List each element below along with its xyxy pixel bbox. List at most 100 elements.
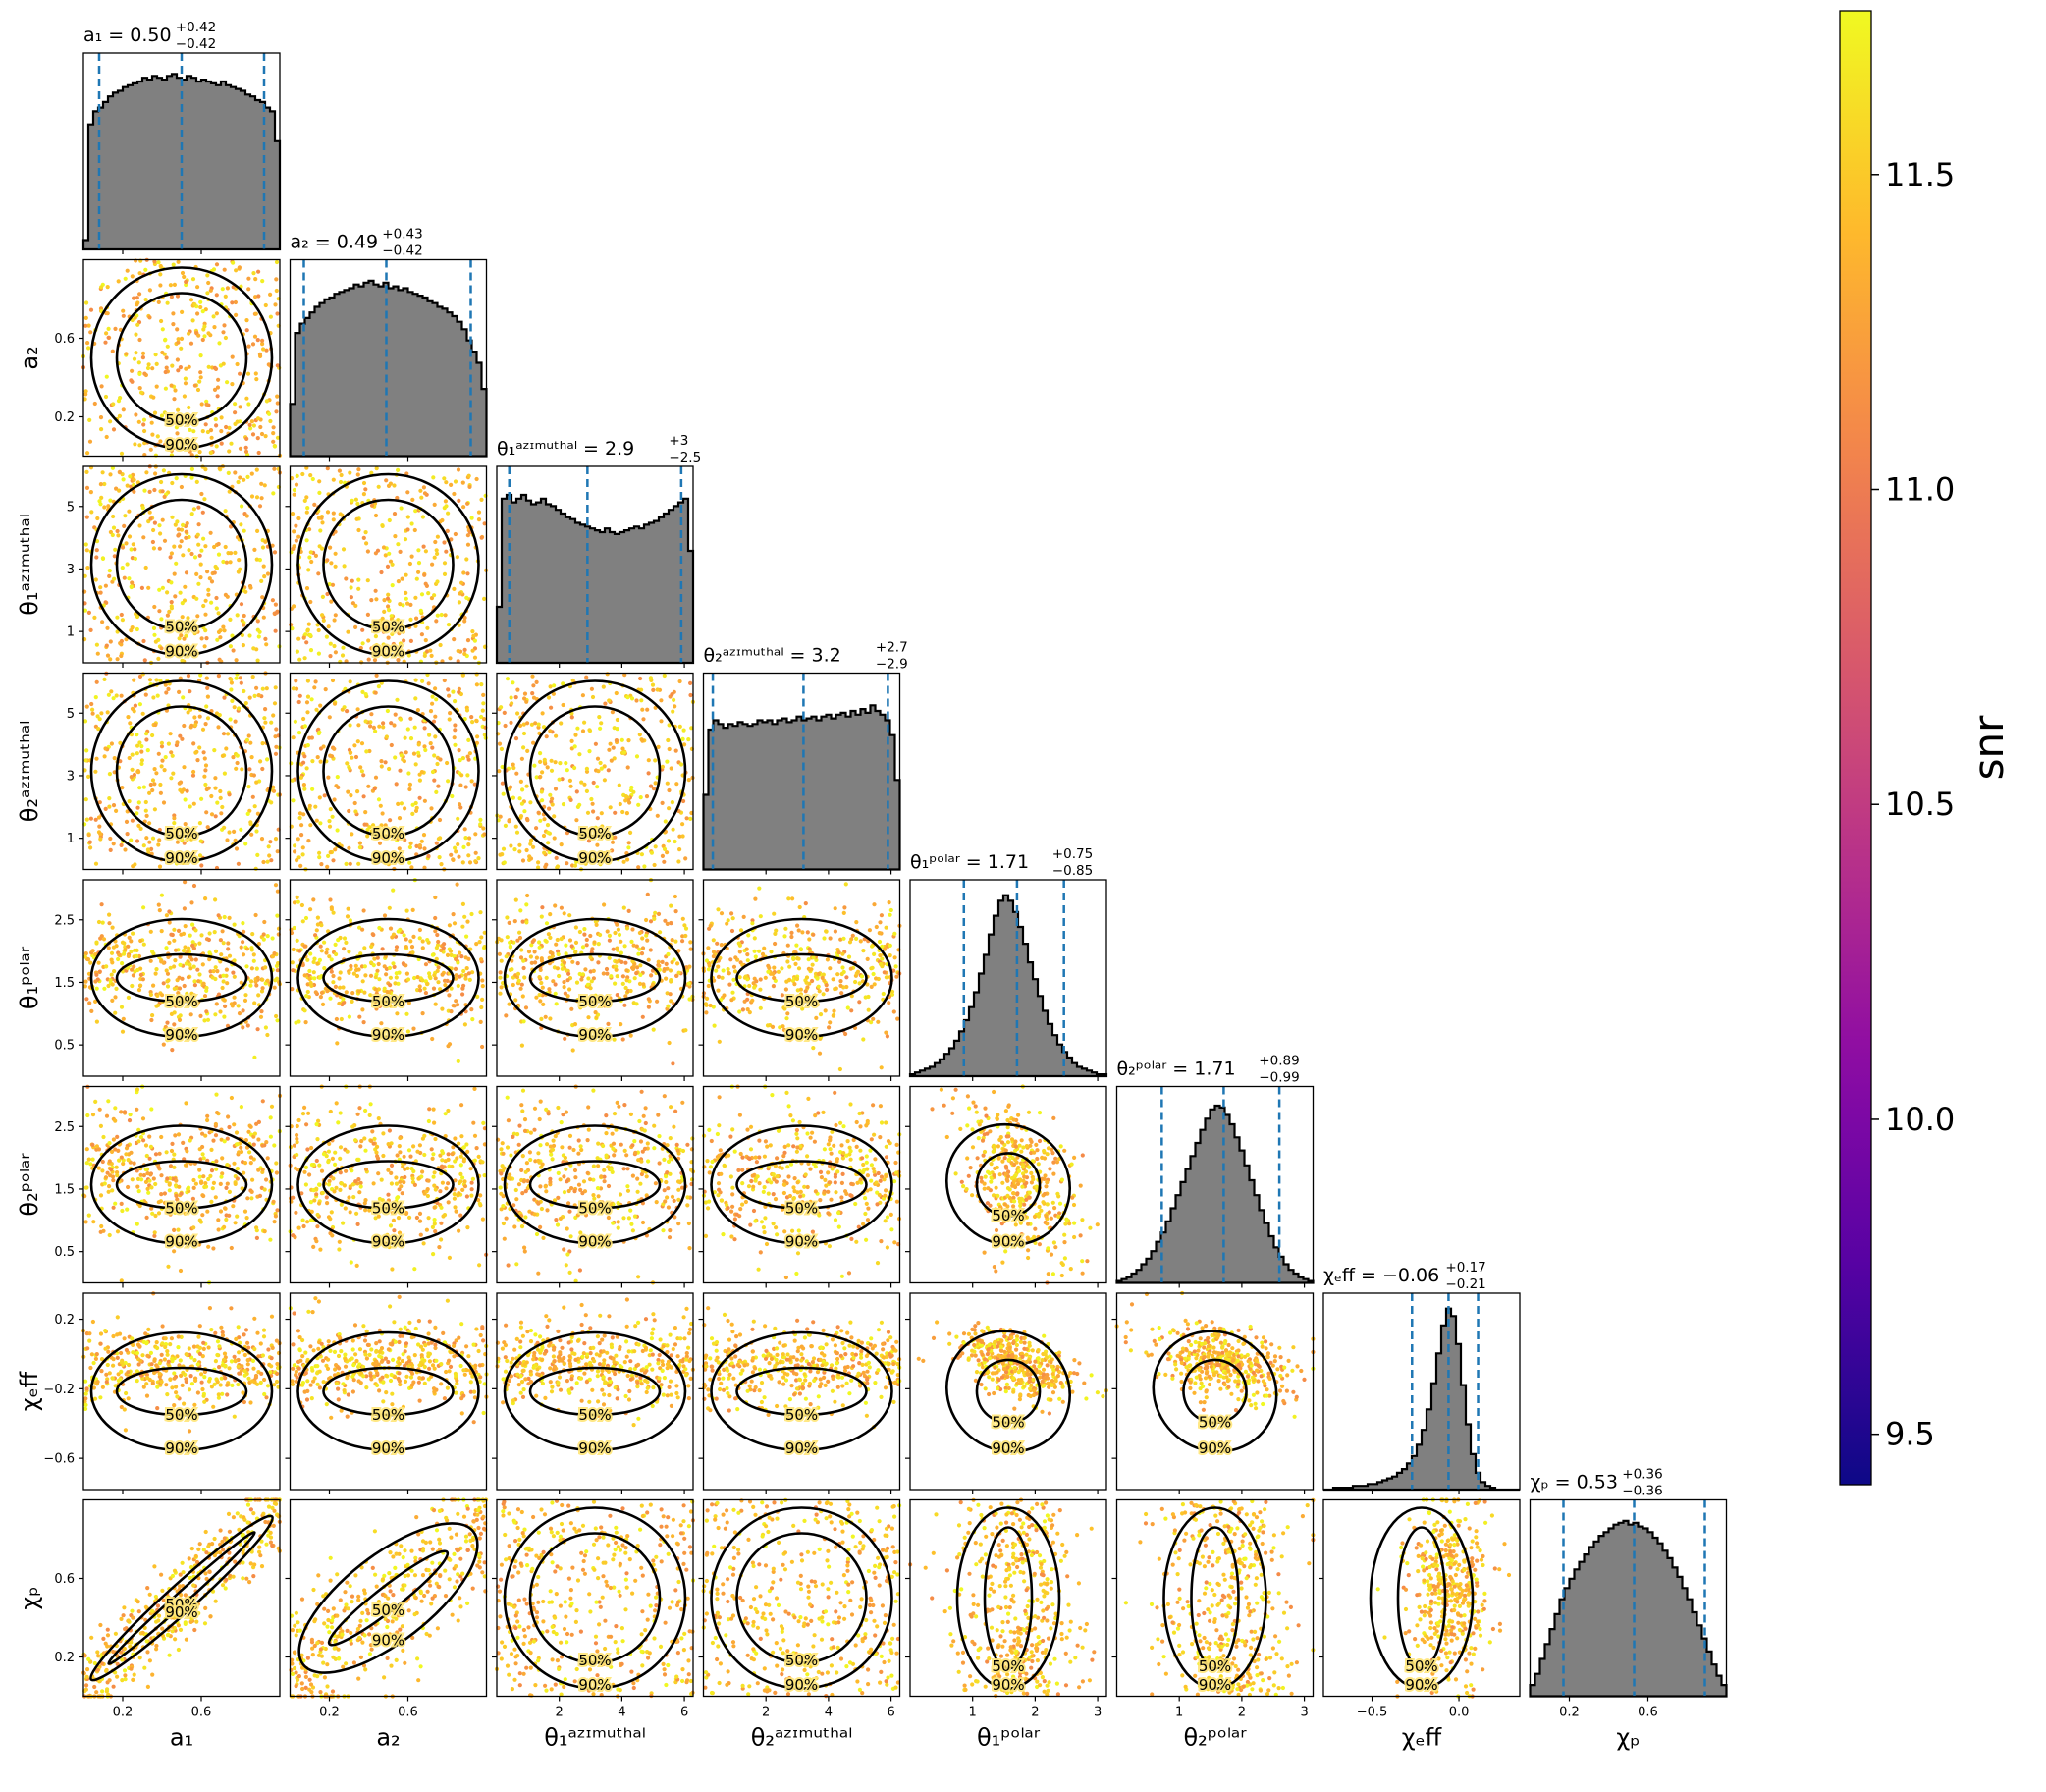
scatter-point xyxy=(462,1022,467,1027)
scatter-point xyxy=(299,833,304,838)
scatter-point xyxy=(205,570,210,574)
scatter-point xyxy=(217,341,222,346)
scatter-point xyxy=(385,564,391,570)
scatter-point xyxy=(118,759,123,764)
scatter-point xyxy=(676,859,681,864)
scatter-point xyxy=(141,905,146,910)
scatter-point xyxy=(227,1124,232,1130)
scatter-point xyxy=(327,824,333,829)
scatter-point xyxy=(211,267,217,272)
scatter-point xyxy=(357,841,362,845)
scatter-point xyxy=(260,766,265,772)
scatter-point xyxy=(213,976,218,982)
scatter-point xyxy=(807,947,812,951)
scatter-point xyxy=(621,750,627,755)
scatter-point xyxy=(264,348,269,353)
scatter-point xyxy=(151,695,156,700)
scatter-point xyxy=(400,576,404,581)
scatter-point xyxy=(212,570,217,575)
scatter-point xyxy=(533,960,538,965)
scatter-point xyxy=(297,657,302,662)
scatter-panel-a1-theta2_az: 50%90%135 xyxy=(67,671,282,875)
scatter-point xyxy=(359,660,364,665)
scatter-point xyxy=(100,556,105,561)
scatter-point xyxy=(197,553,202,558)
scatter-point xyxy=(796,928,801,933)
scatter-point xyxy=(574,818,579,823)
scatter-point xyxy=(465,501,470,506)
scatter-point xyxy=(221,973,226,978)
scatter-point xyxy=(669,999,673,1004)
scatter-point xyxy=(434,697,439,702)
scatter-point xyxy=(252,1131,257,1136)
scatter-point xyxy=(622,673,627,678)
scatter-point xyxy=(128,474,133,479)
scatter-point xyxy=(366,784,371,788)
scatter-point xyxy=(224,424,229,430)
title-lower-error: −2.9 xyxy=(876,657,908,673)
scatter-panel-a2-theta2_az: 50%90% xyxy=(285,672,488,875)
scatter-point xyxy=(104,964,109,969)
scatter-point xyxy=(122,1110,128,1114)
scatter-point xyxy=(782,934,787,939)
scatter-point xyxy=(613,835,618,840)
scatter-point xyxy=(682,923,687,928)
scatter-point xyxy=(270,543,275,548)
scatter-point xyxy=(572,765,577,771)
scatter-points xyxy=(82,464,282,666)
scatter-point xyxy=(205,1209,210,1214)
scatter-point xyxy=(567,778,573,784)
scatter-point xyxy=(882,970,887,975)
scatter-point xyxy=(401,629,405,634)
scatter-point xyxy=(396,836,401,842)
scatter-point xyxy=(446,687,451,692)
scatter-point xyxy=(290,626,295,631)
scatter-point xyxy=(686,778,691,783)
scatter-point xyxy=(465,571,470,576)
scatter-point xyxy=(371,963,376,968)
scatter-point xyxy=(828,936,833,941)
scatter-point xyxy=(644,917,649,923)
scatter-point xyxy=(631,943,636,948)
scatter-point xyxy=(587,728,592,733)
scatter-point xyxy=(386,604,391,609)
scatter-point xyxy=(292,492,296,497)
scatter-point xyxy=(745,958,750,963)
scatter-point xyxy=(102,754,107,759)
scatter-point xyxy=(743,974,748,979)
panel-frame xyxy=(289,672,488,871)
scatter-point xyxy=(540,711,545,716)
scatter-point xyxy=(112,756,117,761)
scatter-point xyxy=(620,1037,625,1042)
scatter-point xyxy=(305,957,310,962)
scatter-point xyxy=(319,990,325,996)
scatter-point xyxy=(159,744,165,749)
scatter-point xyxy=(172,1227,177,1232)
scatter-point xyxy=(88,330,93,335)
scatter-point xyxy=(156,902,161,907)
scatter-point xyxy=(135,733,139,737)
scatter-point xyxy=(154,967,159,972)
scatter-point xyxy=(476,856,481,861)
scatter-point xyxy=(214,293,219,298)
scatter-point xyxy=(442,476,447,481)
scatter-point xyxy=(454,956,458,962)
scatter-point xyxy=(354,516,359,521)
scatter-point xyxy=(113,547,118,552)
scatter-point xyxy=(127,1118,133,1123)
title-lower-error: −0.85 xyxy=(1052,863,1093,879)
scatter-point xyxy=(878,961,884,967)
scatter-point xyxy=(84,817,89,822)
scatter-point xyxy=(94,972,99,977)
scatter-point xyxy=(211,1138,216,1143)
scatter-point xyxy=(221,979,226,984)
scatter-point xyxy=(758,977,763,982)
scatter-point xyxy=(879,1065,884,1070)
scatter-point xyxy=(466,971,471,976)
scatter-point xyxy=(169,932,174,937)
scatter-point xyxy=(207,950,212,955)
scatter-point xyxy=(615,922,619,927)
scatter-point xyxy=(894,974,899,979)
scatter-point xyxy=(214,1167,219,1171)
scatter-point xyxy=(432,973,437,978)
